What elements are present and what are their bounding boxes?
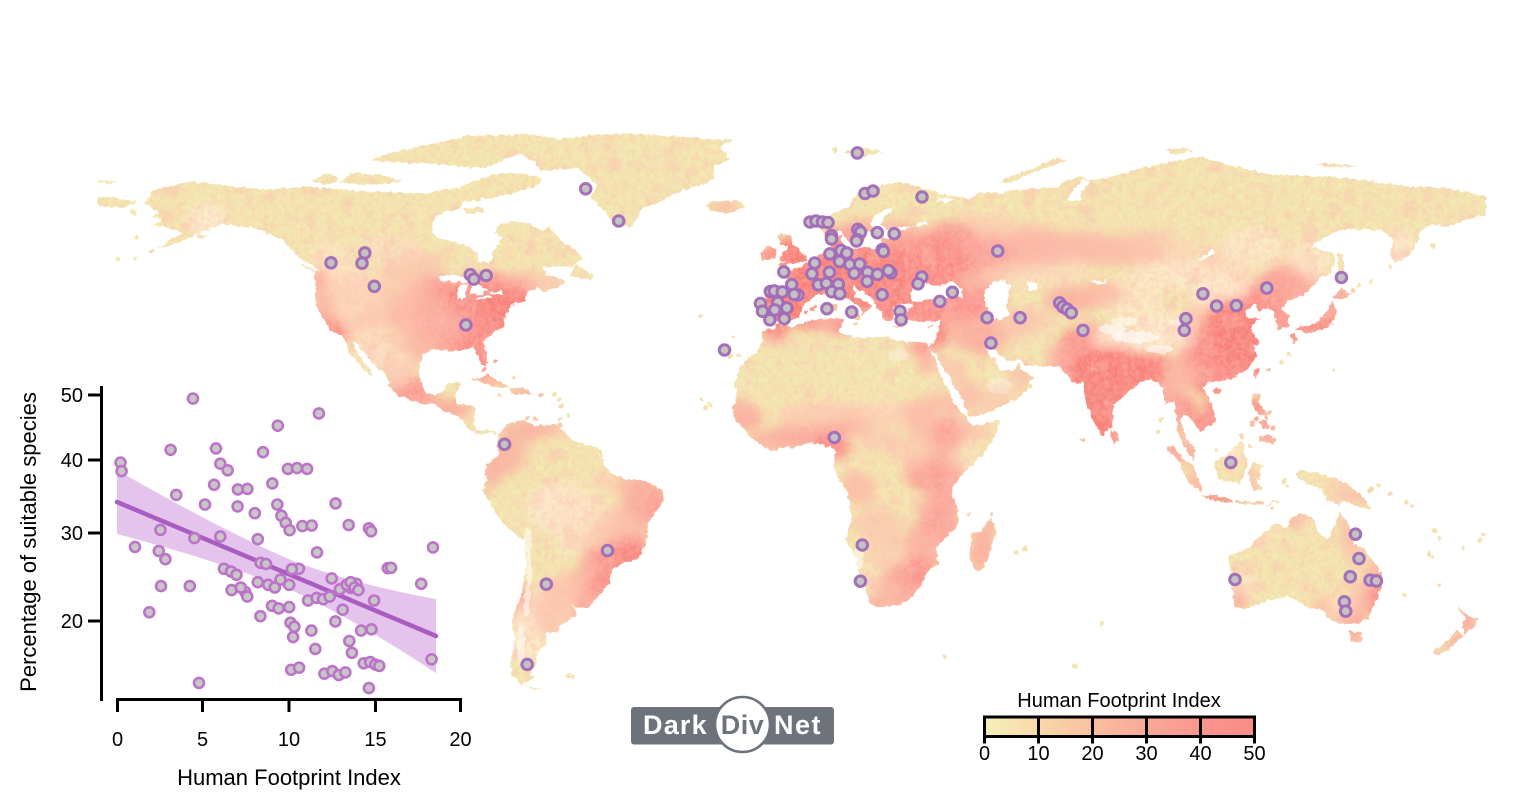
svg-text:50: 50: [61, 385, 83, 407]
svg-text:Net: Net: [774, 710, 822, 740]
svg-text:Human Footprint Index: Human Footprint Index: [1017, 690, 1220, 712]
svg-text:0: 0: [979, 743, 990, 765]
svg-text:40: 40: [61, 450, 83, 472]
svg-text:50: 50: [1243, 743, 1265, 765]
svg-text:20: 20: [449, 729, 471, 751]
svg-text:20: 20: [1081, 743, 1103, 765]
svg-text:10: 10: [1027, 743, 1049, 765]
svg-text:15: 15: [364, 729, 386, 751]
svg-text:30: 30: [61, 523, 83, 545]
svg-text:Human Footprint Index: Human Footprint Index: [177, 765, 401, 790]
svg-text:Dark: Dark: [643, 710, 708, 740]
svg-text:0: 0: [112, 729, 123, 751]
svg-text:Div: Div: [721, 710, 765, 740]
svg-text:20: 20: [61, 611, 83, 633]
svg-text:30: 30: [1135, 743, 1157, 765]
svg-text:40: 40: [1189, 743, 1211, 765]
svg-text:Percentage of suitable species: Percentage of suitable species: [16, 392, 41, 692]
svg-text:10: 10: [278, 729, 300, 751]
svg-text:5: 5: [197, 729, 208, 751]
